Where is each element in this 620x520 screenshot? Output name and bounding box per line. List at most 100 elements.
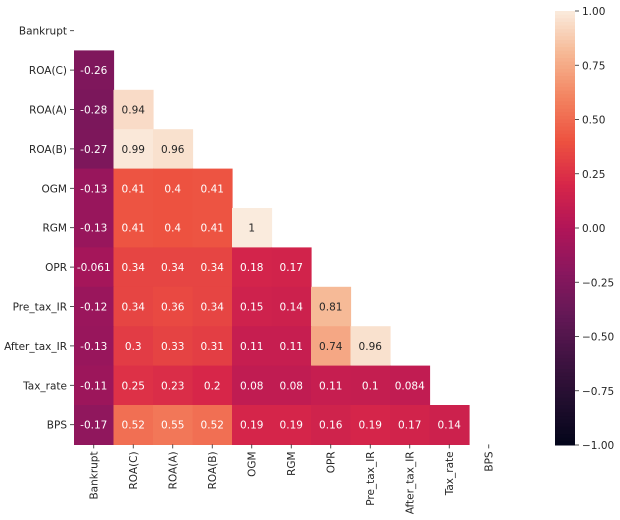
- cell-value-label: 0.11: [240, 341, 263, 353]
- colorbar-segment: [555, 390, 575, 395]
- colorbar-segment: [555, 162, 575, 168]
- heatmap-cell: [113, 208, 154, 248]
- colorbar-segment: [555, 21, 575, 26]
- colorbar-segment: [555, 235, 575, 240]
- colorbar-tick-label: −0.75: [582, 386, 614, 398]
- colorbar-segment: [555, 293, 575, 298]
- colorbar-segment: [555, 228, 575, 233]
- row-tick-label: ROA(A): [29, 105, 67, 117]
- heatmap-cell: [350, 326, 391, 367]
- column-tick-label: BPS: [484, 451, 496, 472]
- cell-value-label: -0.13: [80, 341, 107, 353]
- heatmap-cell: [74, 365, 115, 406]
- heatmap-cell: [311, 365, 352, 406]
- colorbar-segment: [555, 195, 575, 200]
- colorbar-segment: [555, 137, 575, 142]
- heatmap-cell: [232, 286, 273, 327]
- cell-value-label: -0.13: [80, 183, 107, 195]
- cell-value-label: 0.084: [395, 380, 425, 392]
- colorbar-segment: [555, 419, 575, 424]
- colorbar-segment: [555, 383, 575, 388]
- colorbar-segment: [555, 246, 575, 251]
- cell-value-label: 0.41: [201, 223, 224, 235]
- cell-value-label: -0.12: [80, 302, 107, 314]
- cell-value-label: 0.08: [280, 380, 303, 392]
- heatmap-cell: [74, 89, 115, 130]
- heatmap-cell: [271, 247, 312, 288]
- colorbar-segment: [555, 68, 575, 73]
- heatmap-cell: [192, 365, 233, 406]
- colorbar-segment: [555, 11, 575, 16]
- column-tick-label: OGM: [247, 451, 259, 476]
- cell-value-label: 0.11: [319, 380, 342, 392]
- colorbar-segment: [555, 76, 575, 81]
- colorbar-segment: [555, 275, 575, 280]
- colorbar-segment: [555, 47, 575, 52]
- cell-value-label: 0.19: [240, 420, 263, 432]
- cell-value-label: 0.15: [240, 302, 263, 314]
- colorbar-segment: [555, 426, 575, 432]
- colorbar-segment: [555, 79, 575, 84]
- colorbar-segment: [555, 50, 575, 55]
- colorbar-tick-label: 1.00: [582, 6, 605, 18]
- column-tick-label: ROA(C): [128, 451, 140, 489]
- heatmap-cell: [153, 247, 194, 288]
- colorbar-segment: [555, 314, 575, 319]
- heatmap-cell: [153, 326, 194, 367]
- heatmap-cell: [74, 405, 115, 445]
- colorbar-segment: [555, 372, 575, 377]
- heatmap-cell: [153, 129, 194, 170]
- heatmap-cell: [192, 247, 233, 288]
- cell-value-label: 0.4: [164, 223, 181, 235]
- colorbar-segment: [555, 202, 575, 207]
- heatmap-cell: [74, 247, 115, 288]
- cell-value-label: 0.1: [362, 380, 379, 392]
- heatmap-cell: [192, 326, 233, 367]
- row-tick-labels: Bankrupt ROA(C) ROA(A) ROA(B) OGM RGM OPR Pre_t…: [4, 26, 74, 432]
- colorbar-segment: [555, 242, 575, 247]
- cell-value-label: -0.061: [77, 262, 111, 274]
- cell-value-label: 0.41: [122, 183, 145, 195]
- colorbar-segment: [555, 350, 575, 356]
- column-tick-label: After_tax_IR: [405, 451, 417, 514]
- colorbar-segment: [555, 267, 575, 272]
- cell-value-label: -0.26: [80, 65, 107, 77]
- colorbar-segment: [555, 325, 575, 330]
- colorbar-tick-label: −0.50: [582, 332, 614, 344]
- colorbar-segment: [555, 405, 575, 410]
- colorbar-segment: [555, 123, 575, 128]
- row-tick-label: ROA(B): [29, 144, 67, 156]
- colorbar-segment: [555, 90, 575, 95]
- colorbar-tick-label: 0.25: [582, 169, 605, 181]
- heatmap-cell: [153, 286, 194, 327]
- cell-value-label: 0.52: [201, 420, 224, 432]
- column-tick-label: OPR: [326, 451, 338, 473]
- colorbar-segment: [555, 311, 575, 316]
- row-tick-label: OPR: [45, 262, 67, 274]
- row-tick-label: Bankrupt: [19, 26, 67, 38]
- colorbar-segment: [555, 340, 575, 345]
- heatmap-cells: -0.26-0.28 0.94-0.27 0.99 0.96-0.13 0.41 0.4 0…: [74, 50, 470, 445]
- colorbar-segment: [555, 199, 575, 204]
- cell-value-label: 0.11: [280, 341, 303, 353]
- colorbar-segment: [555, 365, 575, 370]
- colorbar-segment: [555, 108, 575, 113]
- colorbar-segment: [555, 336, 575, 341]
- heatmap-cell: [390, 405, 431, 445]
- cell-value-label: 0.99: [122, 144, 145, 156]
- colorbar-segment: [555, 412, 575, 417]
- cell-value-label: 0.17: [398, 420, 421, 432]
- colorbar-segment: [555, 300, 575, 305]
- row-tick-label: ROA(C): [29, 65, 67, 77]
- cell-value-label: 0.34: [201, 262, 225, 274]
- colorbar-segment: [555, 166, 575, 171]
- column-tick-labels: Bankrupt ROA(C) ROA(A) ROA(B) OGM RGM OPR Pre_t…: [89, 444, 496, 514]
- heatmap-cell: [113, 286, 154, 327]
- cell-value-label: 0.2: [204, 380, 221, 392]
- colorbar-segment: [555, 307, 575, 312]
- colorbar-segment: [555, 83, 575, 88]
- colorbar-segment: [555, 14, 575, 19]
- colorbar-segment: [555, 329, 575, 334]
- colorbar-segment: [555, 43, 575, 48]
- cell-value-label: -0.27: [80, 144, 107, 156]
